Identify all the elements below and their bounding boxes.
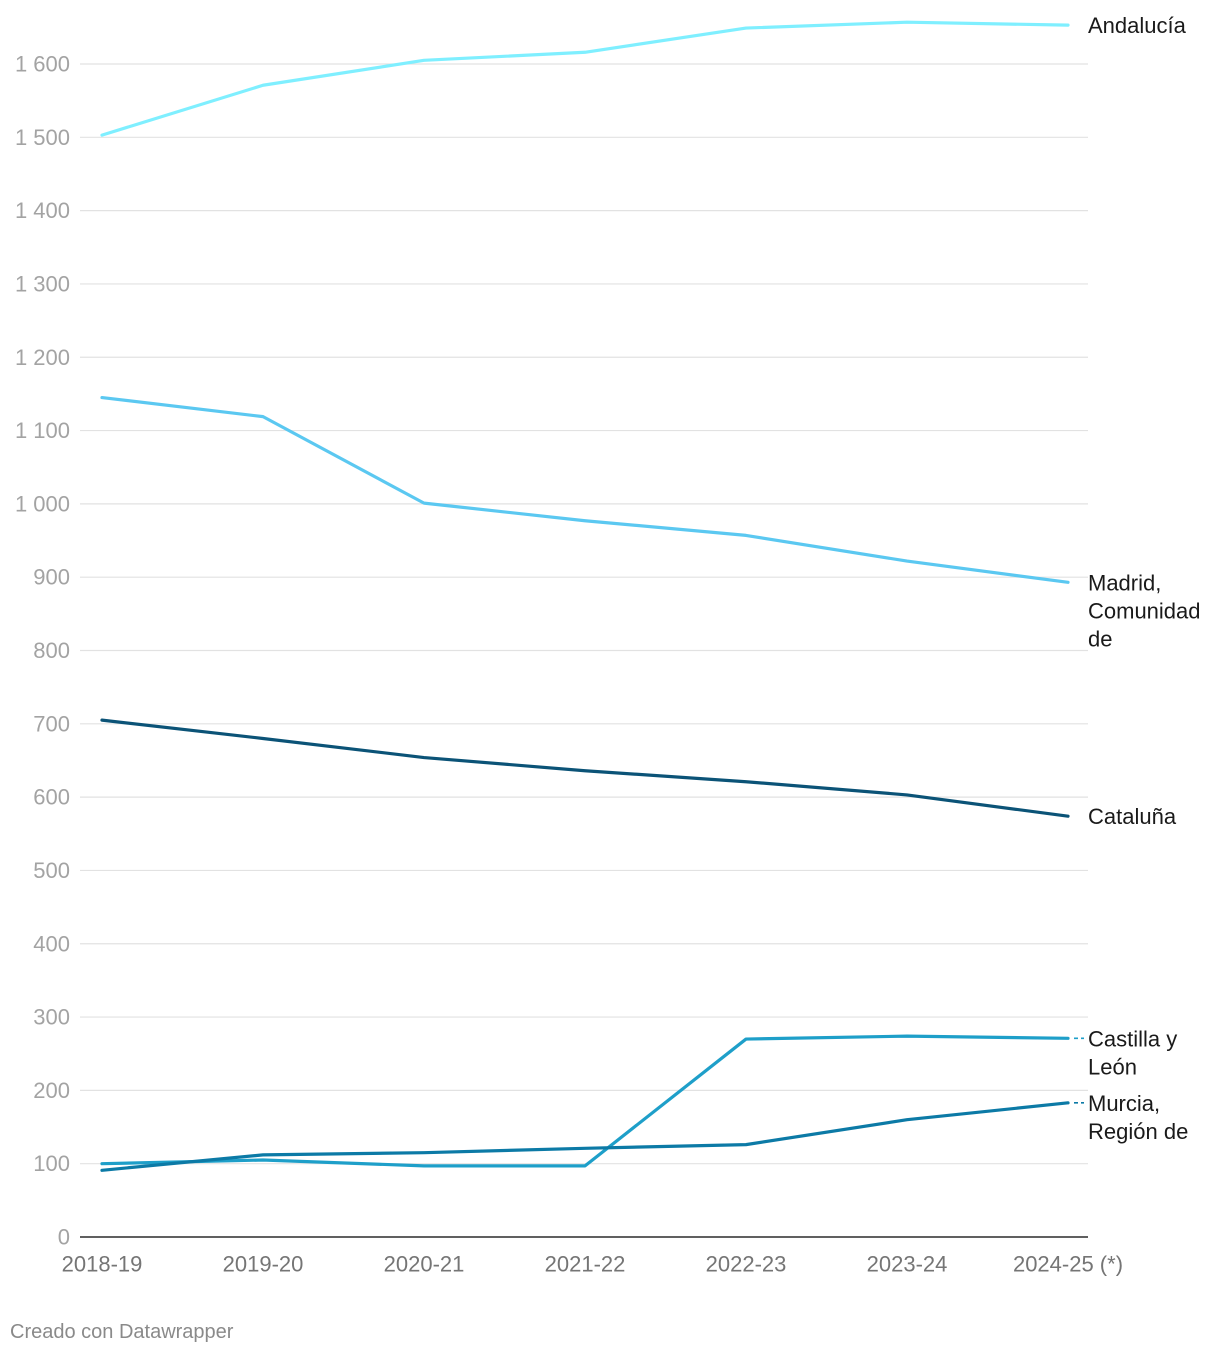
data-point — [903, 1116, 911, 1124]
x-tick-label: 2023-24 — [867, 1252, 948, 1277]
data-point — [581, 48, 589, 56]
y-tick-label: 500 — [33, 858, 70, 883]
x-tick-label: 2024-25 (*) — [1013, 1252, 1123, 1277]
y-tick-label: 1 100 — [15, 418, 70, 443]
data-point — [98, 716, 106, 724]
series-line-murcia-region-de — [100, 1101, 1070, 1172]
data-point — [98, 131, 106, 139]
series-label-cataluna: Cataluña — [1088, 804, 1177, 829]
data-point — [259, 1151, 267, 1159]
series-line-castilla-y-leon — [100, 1034, 1070, 1168]
data-point — [742, 531, 750, 539]
data-point — [420, 56, 428, 64]
series-label-andalucia: Andalucía — [1088, 13, 1187, 38]
data-point — [98, 394, 106, 402]
y-tick-label: 1 400 — [15, 198, 70, 223]
data-point — [1064, 812, 1072, 820]
data-point — [581, 517, 589, 525]
data-point — [1064, 21, 1072, 29]
data-point — [903, 1032, 911, 1040]
data-point — [259, 81, 267, 89]
x-tick-label: 2022-23 — [706, 1252, 787, 1277]
data-point — [903, 791, 911, 799]
y-tick-label: 0 — [58, 1225, 70, 1250]
data-point — [259, 734, 267, 742]
data-point — [581, 1144, 589, 1152]
series-labels: Andalucía Madrid, Comunidad de Cataluña Casti… — [1074, 13, 1201, 1143]
series-line-madrid-comunidad-de — [100, 395, 1070, 584]
data-point — [1064, 1034, 1072, 1042]
x-tick-label: 2019-20 — [223, 1252, 304, 1277]
series-label-castilla-y-leon: Castilla y León — [1088, 1026, 1177, 1079]
data-point — [1064, 578, 1072, 586]
data-point — [742, 24, 750, 32]
series-label-madrid-comunidad-de: Madrid, Comunidad de — [1088, 570, 1201, 651]
y-tick-label: 800 — [33, 638, 70, 663]
data-point — [259, 413, 267, 421]
x-tick-label: 2020-21 — [384, 1252, 465, 1277]
series-label-murcia-region-de: Murcia, Región de — [1088, 1090, 1188, 1143]
x-tick-label: 2018-19 — [62, 1252, 143, 1277]
y-tick-label: 1 300 — [15, 271, 70, 296]
data-point — [903, 557, 911, 565]
data-point — [420, 499, 428, 507]
credit-footer-link[interactable]: Creado con Datawrapper — [10, 1321, 234, 1343]
y-tick-label: 300 — [33, 1005, 70, 1030]
series-madrid-comunidad-de — [98, 394, 1072, 586]
series-line-cataluna — [100, 718, 1070, 818]
series-line-andalucia — [100, 20, 1070, 137]
data-point — [420, 1149, 428, 1157]
data-point — [903, 18, 911, 26]
y-tick-label: 400 — [33, 931, 70, 956]
y-tick-label: 1 200 — [15, 345, 70, 370]
data-point — [581, 1162, 589, 1170]
series-castilla-y-leon — [100, 1032, 1072, 1170]
x-axis-tick-labels: 2018-19 2019-20 2020-21 2021-22 2022-23 2023-… — [62, 1252, 1123, 1277]
data-point — [581, 767, 589, 775]
y-tick-label: 900 — [33, 565, 70, 590]
y-tick-label: 700 — [33, 711, 70, 736]
y-tick-label: 1 500 — [15, 125, 70, 150]
series-murcia-region-de — [98, 1099, 1072, 1174]
y-tick-label: 200 — [33, 1078, 70, 1103]
data-point — [742, 1141, 750, 1149]
data-point — [1064, 1099, 1072, 1107]
data-point — [420, 1162, 428, 1170]
y-tick-label: 1 600 — [15, 52, 70, 77]
data-point — [420, 754, 428, 762]
y-tick-label: 1 000 — [15, 491, 70, 516]
y-tick-label: 600 — [33, 785, 70, 810]
data-point — [98, 1166, 106, 1174]
series-cataluna — [98, 716, 1072, 820]
y-tick-label: 100 — [33, 1151, 70, 1176]
data-point — [742, 1035, 750, 1043]
series-andalucia — [98, 18, 1072, 139]
y-axis-tick-labels: 0 100 200 300 400 500 600 700 800 900 1 000 1 100 1 … — [15, 52, 70, 1250]
data-point — [742, 778, 750, 786]
gridlines — [80, 63, 1088, 1165]
series-lines — [98, 18, 1072, 1174]
x-tick-label: 2021-22 — [545, 1252, 626, 1277]
